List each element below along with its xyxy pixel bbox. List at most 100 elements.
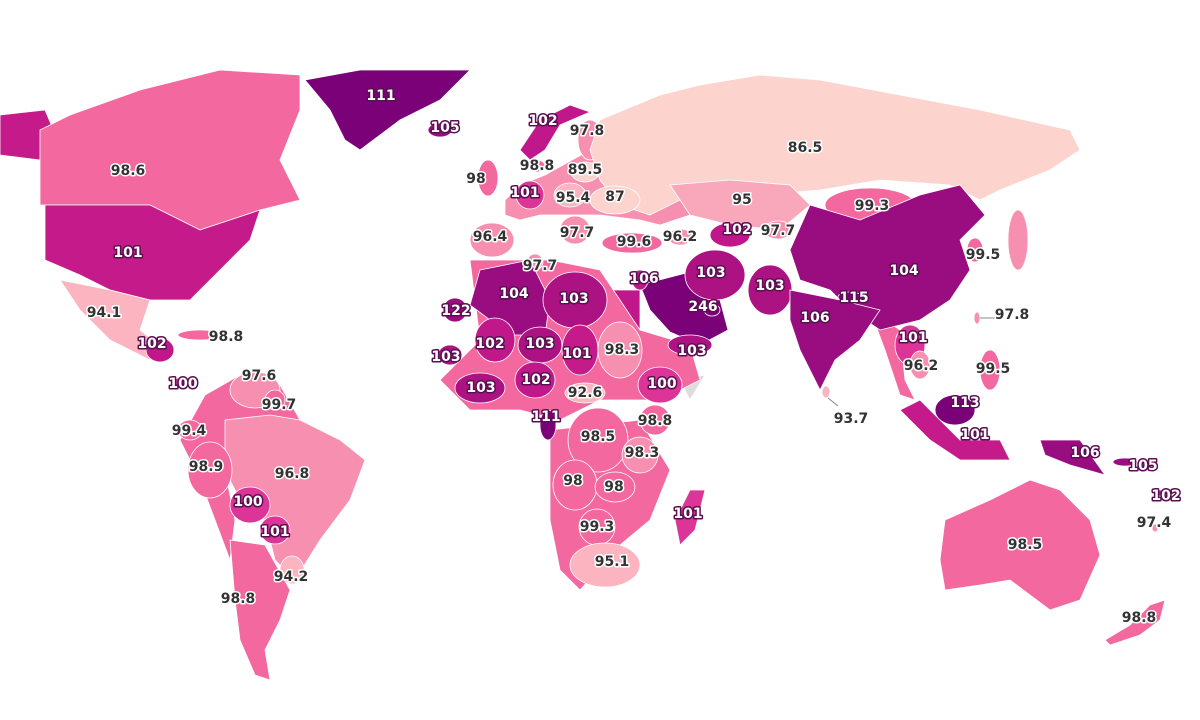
value-label: 100 xyxy=(233,494,262,510)
region xyxy=(528,159,546,173)
value-label: 95 xyxy=(732,192,751,208)
value-label: 99.5 xyxy=(976,361,1011,377)
value-label: 111 xyxy=(531,409,560,425)
value-label: 103 xyxy=(755,278,784,294)
region xyxy=(594,471,636,503)
region xyxy=(837,291,863,303)
value-label: 97.4 xyxy=(1137,515,1172,531)
value-label: 103 xyxy=(431,349,460,365)
value-label: 99.6 xyxy=(617,234,652,250)
value-label: 246 xyxy=(688,299,717,315)
region xyxy=(229,539,291,681)
region xyxy=(259,515,291,545)
value-label: 106 xyxy=(800,310,829,326)
value-label: 106 xyxy=(1070,445,1099,461)
value-label: 103 xyxy=(696,265,725,281)
region xyxy=(899,399,1011,461)
region xyxy=(589,185,641,215)
value-label: 98 xyxy=(466,171,485,187)
value-label: 98.8 xyxy=(221,591,256,607)
region xyxy=(454,372,506,404)
region xyxy=(279,555,305,585)
region xyxy=(667,334,713,356)
value-label: 95.4 xyxy=(556,190,591,206)
value-label: 101 xyxy=(260,524,289,540)
value-label: 103 xyxy=(466,380,495,396)
region xyxy=(474,317,516,363)
region xyxy=(264,389,286,411)
region xyxy=(171,377,189,389)
value-label: 87 xyxy=(605,189,624,205)
region xyxy=(909,350,931,380)
value-label: 92.6 xyxy=(568,385,603,401)
value-label: 113 xyxy=(950,395,979,411)
leader-line xyxy=(827,397,839,407)
value-label: 98.6 xyxy=(111,163,146,179)
region xyxy=(539,409,557,441)
value-label: 95.1 xyxy=(595,554,630,570)
value-label: 105 xyxy=(1128,458,1157,474)
value-label: 104 xyxy=(499,286,528,302)
value-label: 104 xyxy=(889,263,918,279)
region xyxy=(514,361,556,399)
region xyxy=(639,404,671,436)
region xyxy=(569,542,641,588)
region xyxy=(567,407,629,473)
region xyxy=(939,479,1101,611)
region xyxy=(229,486,271,524)
region xyxy=(519,104,592,161)
value-label: 98.3 xyxy=(605,342,640,358)
value-label: 106 xyxy=(629,271,658,287)
region xyxy=(789,289,881,391)
region xyxy=(601,232,663,254)
value-label: 96.8 xyxy=(275,466,310,482)
value-label: 94.1 xyxy=(87,305,122,321)
value-label: 94.2 xyxy=(274,569,309,585)
value-label: 99.7 xyxy=(262,397,297,413)
region xyxy=(979,349,1001,391)
value-label: 96.4 xyxy=(473,229,508,245)
region xyxy=(674,489,706,546)
value-label: 99.3 xyxy=(580,519,615,535)
region xyxy=(187,441,233,499)
region xyxy=(477,159,499,197)
region xyxy=(709,222,751,248)
value-label: 97.8 xyxy=(570,123,605,139)
value-label: 102 xyxy=(528,113,557,129)
value-label: 102 xyxy=(137,336,166,352)
region xyxy=(934,394,976,426)
value-label: 98.8 xyxy=(520,158,555,174)
value-label: 97.6 xyxy=(242,368,277,384)
region xyxy=(442,297,468,323)
land xyxy=(1007,209,1029,271)
value-label: 98.8 xyxy=(638,413,673,429)
value-label: 101 xyxy=(510,185,539,201)
value-label: 93.7 xyxy=(834,411,869,427)
value-label: 98.3 xyxy=(625,445,660,461)
region xyxy=(973,311,981,325)
region xyxy=(1039,439,1106,476)
region xyxy=(966,237,984,263)
value-label: 111 xyxy=(366,88,395,104)
region xyxy=(437,344,463,366)
region xyxy=(304,69,471,151)
value-label: 115 xyxy=(839,290,868,306)
region xyxy=(684,249,746,301)
region xyxy=(597,321,643,379)
region xyxy=(570,161,600,183)
value-label: 102 xyxy=(521,372,550,388)
region xyxy=(1151,523,1159,533)
region xyxy=(469,222,515,258)
value-label: 100 xyxy=(168,376,197,392)
region xyxy=(631,269,649,291)
value-label: 98 xyxy=(563,473,582,489)
value-label: 96.2 xyxy=(663,229,698,245)
value-label: 122 xyxy=(441,303,470,319)
regions xyxy=(39,69,1166,681)
region xyxy=(564,382,606,404)
region xyxy=(515,180,545,210)
value-label: 101 xyxy=(673,506,702,522)
region xyxy=(1104,599,1166,646)
value-label: 98.8 xyxy=(1122,610,1157,626)
